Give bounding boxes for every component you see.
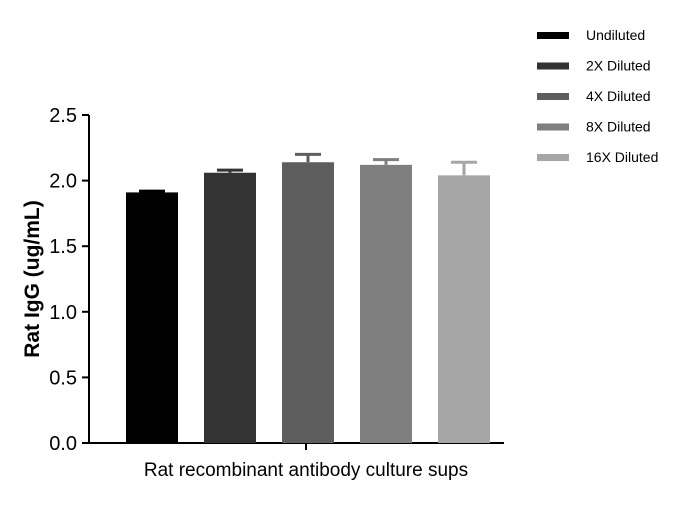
legend-label-3: 4X Diluted — [586, 88, 651, 104]
error-bars — [139, 152, 477, 193]
y-tick-label: 1.0 — [49, 302, 77, 324]
legend-label-1: Undiluted — [586, 27, 645, 43]
y-ticks: 0.0 0.5 1.0 1.5 2.0 2.5 — [49, 105, 89, 455]
y-axis-label: Rat IgG (ug/mL) — [21, 200, 44, 357]
legend-swatch-4 — [537, 123, 569, 131]
legend-swatch-5 — [537, 154, 569, 161]
bar-2 — [204, 172, 256, 443]
legend-swatch-3 — [537, 93, 569, 100]
x-axis-label: Rat recombinant antibody culture sups — [144, 460, 468, 481]
y-tick-label: 1.5 — [49, 236, 77, 258]
legend-swatch-2 — [537, 62, 569, 70]
bars — [126, 162, 490, 444]
bar-3 — [282, 162, 334, 443]
y-tick-label: 0.5 — [49, 367, 77, 389]
y-tick-label: 0.0 — [49, 433, 77, 455]
y-tick-label: 2.5 — [49, 105, 77, 127]
bar-4 — [360, 164, 412, 443]
legend-label-2: 2X Diluted — [586, 58, 651, 74]
legend-label-4: 8X Diluted — [586, 119, 651, 135]
legend-label-5: 16X Diluted — [586, 149, 658, 165]
bar-5 — [438, 175, 490, 444]
bar-1 — [126, 192, 178, 443]
y-tick-label: 2.0 — [49, 171, 77, 193]
legend: Undiluted 2X Diluted 4X Diluted 8X Diluted 1… — [537, 27, 658, 165]
legend-swatch-1 — [537, 32, 569, 39]
